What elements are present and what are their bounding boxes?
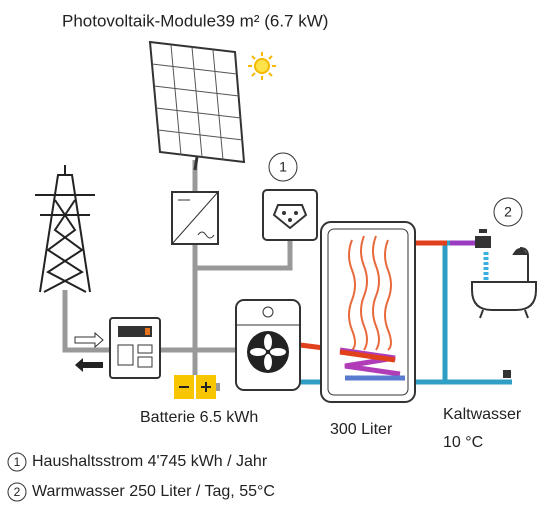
marker: 1 (279, 159, 287, 175)
meter (109, 317, 161, 379)
legend: 1 Haushaltsstrom 4'745 kWh / Jahr 2 Warm… (7, 452, 275, 502)
title: Photovoltaik-Module39 m² (6.7 kW) (62, 11, 328, 30)
legend-text: Haushaltsstrom 4'745 kWh / Jahr (32, 453, 268, 470)
marker-circle (493, 197, 523, 227)
socket (262, 189, 318, 241)
heat-pump (235, 299, 301, 391)
pylon (35, 165, 95, 293)
faucet (475, 229, 491, 282)
legend-text: Warmwasser 250 Liter / Tag, 55°C (32, 483, 275, 500)
battery (174, 375, 220, 399)
legend-marker: 1 (14, 455, 21, 469)
legend-marker: 2 (14, 485, 21, 499)
solar-panel (148, 40, 246, 171)
marker-circle (268, 152, 298, 182)
inverter (171, 191, 219, 245)
marker: 2 (504, 204, 512, 220)
cold-water-label: Kaltwasser (443, 406, 522, 423)
tank (320, 221, 416, 403)
cold-water-temp: 10 °C (443, 434, 483, 451)
sun (248, 52, 276, 80)
arrows (74, 331, 104, 372)
bathtub (471, 247, 537, 319)
battery-label: Batterie 6.5 kWh (140, 409, 258, 426)
tank-label: 300 Liter (330, 421, 393, 438)
